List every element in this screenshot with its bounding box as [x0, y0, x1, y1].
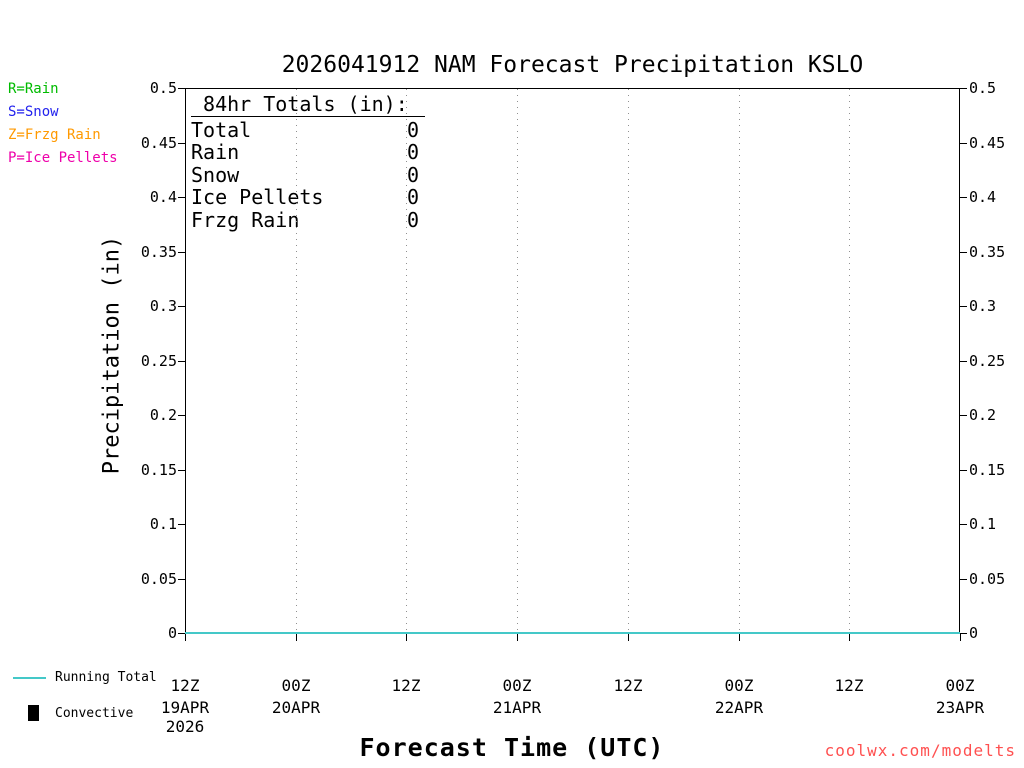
running-total-swatch	[13, 677, 46, 679]
convective-label: Convective	[55, 706, 134, 721]
y-tick-mark-left	[178, 415, 185, 416]
y-tick-mark-right	[960, 579, 967, 580]
totals-rows: Total 0 Rain 0 Snow 0 Ice Pellets 0 Frzg Rain 0	[191, 117, 425, 231]
x-tick-label: 00Z	[724, 676, 754, 695]
x-tick-mark	[849, 634, 850, 641]
y-tick-mark-right	[960, 252, 967, 253]
x-date-label: 19APR	[160, 698, 210, 717]
y-tick-mark-right	[960, 470, 967, 471]
x-tick-label: 00Z	[945, 676, 975, 695]
y-tick-mark-right	[960, 306, 967, 307]
y-tick-label-left: 0.5	[149, 79, 177, 97]
y-tick-mark-left	[178, 252, 185, 253]
y-tick-label-left: 0.1	[149, 515, 177, 533]
totals-row-label: Rain	[191, 140, 240, 165]
y-tick-mark-left	[178, 88, 185, 89]
y-tick-label-left: 0.25	[140, 351, 177, 370]
y-tick-label-right: 0.25	[969, 351, 1006, 370]
x-tick-mark	[628, 634, 629, 641]
x-date-label: 21APR	[492, 698, 542, 717]
y-axis-label: Precipitation (in)	[99, 235, 125, 475]
y-tick-mark-right	[960, 633, 967, 634]
precip-type-legend-item: R=Rain	[8, 81, 59, 97]
totals-row-label: Ice Pellets	[191, 185, 324, 210]
precip-type-legend-item: S=Snow	[8, 104, 59, 120]
totals-row: Snow 0	[191, 162, 425, 187]
y-tick-mark-right	[960, 143, 967, 144]
y-tick-mark-right	[960, 361, 967, 362]
x-date-label: 23APR	[935, 698, 985, 717]
y-tick-mark-left	[178, 470, 185, 471]
y-tick-mark-right	[960, 524, 967, 525]
x-date-label: 20APR	[271, 698, 321, 717]
totals-row-label: Total	[191, 118, 252, 142]
totals-header: 84hr Totals (in):	[191, 92, 425, 117]
x-tick-label: 00Z	[281, 676, 311, 695]
y-tick-label-right: 0.5	[969, 79, 997, 97]
y-tick-mark-right	[960, 88, 967, 89]
y-tick-label-right: 0.3	[969, 297, 997, 315]
x-tick-mark	[517, 634, 518, 641]
x-tick-mark	[406, 634, 407, 641]
y-tick-label-right: 0.15	[969, 460, 1006, 479]
x-tick-label: 12Z	[613, 676, 643, 695]
totals-row-value: 0	[407, 185, 420, 210]
y-tick-mark-left	[178, 633, 185, 634]
totals-row-value: 0	[407, 162, 420, 187]
x-tick-mark	[185, 634, 186, 641]
x-tick-mark	[739, 634, 740, 641]
convective-swatch	[28, 705, 39, 721]
totals-row: Rain 0	[191, 140, 425, 165]
y-tick-label-right: 0.4	[969, 188, 997, 206]
y-tick-mark-right	[960, 197, 967, 198]
totals-box: 84hr Totals (in): Total 0 Rain 0 Snow 0 Ice Pe…	[191, 92, 425, 231]
y-tick-mark-left	[178, 306, 185, 307]
y-tick-mark-left	[178, 143, 185, 144]
y-tick-label-left: 0	[167, 624, 177, 642]
totals-row: Ice Pellets 0	[191, 185, 425, 210]
y-tick-label-right: 0.35	[969, 242, 1006, 261]
y-tick-mark-left	[178, 361, 185, 362]
y-tick-label-left: 0.2	[149, 406, 177, 424]
y-tick-label-left: 0.45	[140, 133, 177, 152]
totals-row-label: Frzg Rain	[191, 207, 300, 232]
x-tick-label: 12Z	[170, 676, 200, 695]
running-total-label: Running Total	[55, 670, 157, 685]
y-tick-label-right: 0.45	[969, 133, 1006, 152]
plot-area: 84hr Totals (in): Total 0 Rain 0 Snow 0 Ice Pe…	[185, 88, 960, 633]
y-tick-mark-right	[960, 415, 967, 416]
y-tick-label-right: 0	[969, 624, 979, 642]
y-tick-label-right: 0.1	[969, 515, 997, 533]
y-tick-mark-left	[178, 579, 185, 580]
precip-type-legend-item: Z=Frzg Rain	[8, 127, 101, 143]
x-date-label: 22APR	[714, 698, 764, 717]
y-tick-label-left: 0.05	[140, 569, 177, 588]
x-tick-label: 12Z	[834, 676, 864, 695]
watermark-text: coolwx.com/modelts	[824, 741, 1016, 760]
totals-row-value: 0	[407, 140, 420, 165]
x-tick-label: 00Z	[502, 676, 532, 695]
x-tick-mark	[960, 634, 961, 641]
x-tick-label: 12Z	[391, 676, 421, 695]
chart-title: 2026041912 NAM Forecast Precipitation KS…	[281, 52, 864, 78]
totals-row-value: 0	[407, 207, 420, 232]
totals-row-label: Snow	[191, 162, 240, 187]
totals-row: Frzg Rain 0	[191, 207, 425, 232]
y-tick-label-left: 0.35	[140, 242, 177, 261]
y-tick-mark-left	[178, 524, 185, 525]
precip-type-legend-item: P=Ice Pellets	[8, 150, 118, 166]
totals-row: Total 0	[191, 118, 425, 142]
y-tick-label-left: 0.3	[149, 297, 177, 315]
y-tick-label-right: 0.05	[969, 569, 1006, 588]
y-tick-label-right: 0.2	[969, 406, 997, 424]
y-tick-label-left: 0.15	[140, 460, 177, 479]
x-tick-mark	[296, 634, 297, 641]
totals-row-value: 0	[407, 118, 420, 142]
y-tick-mark-left	[178, 197, 185, 198]
y-tick-label-left: 0.4	[149, 188, 177, 206]
x-axis-label: Forecast Time (UTC)	[359, 733, 665, 762]
